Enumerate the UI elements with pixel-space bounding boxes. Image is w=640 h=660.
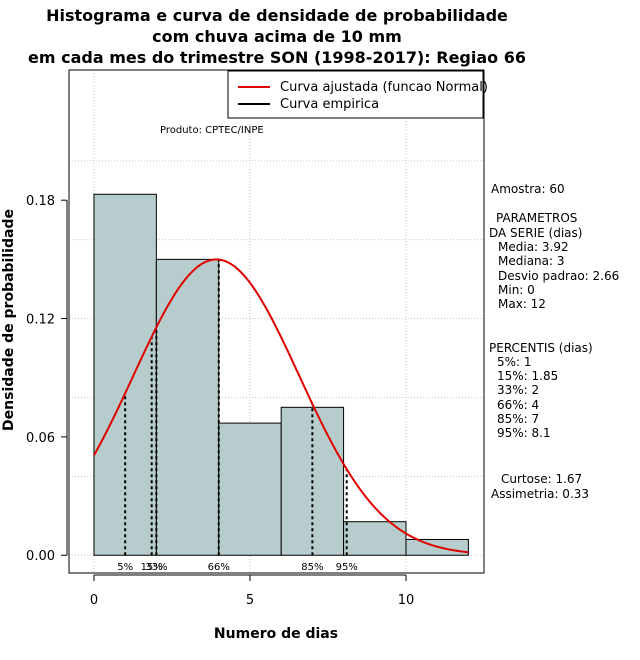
y-axis-title: Densidade de probabilidade — [1, 209, 17, 431]
legend-box — [227, 70, 484, 119]
legend: Curva ajustada (funcao Normal) Curva emp… — [227, 70, 488, 119]
percentile-label-0: 5% — [117, 562, 133, 573]
stat-media: Media: 3.92 — [498, 240, 569, 254]
stat-assimetria: Assimetria: 0.33 — [491, 487, 589, 501]
stat-p33: 33%: 2 — [497, 383, 539, 397]
stat-min: Min: 0 — [498, 283, 535, 297]
normal-fit-curve — [93, 258, 469, 554]
stat-p5: 5%: 1 — [497, 355, 532, 369]
x-tick-label-0: 0 — [90, 593, 98, 608]
stat-percentis-title: PERCENTIS (dias) — [489, 341, 593, 355]
stat-param-title-2: DA SERIE (dias) — [489, 226, 582, 240]
chart-title-line-1: Histograma e curva de densidade de proba… — [46, 6, 508, 25]
histogram-bar-1 — [155, 258, 220, 556]
y-axis: 0.00 0.06 0.12 0.18 — [26, 194, 68, 564]
histogram-bars — [93, 193, 469, 556]
y-tick-label-0: 0.00 — [26, 549, 55, 564]
normal-curve-layer — [93, 258, 469, 554]
percentile-label-3: 66% — [208, 562, 230, 573]
stat-param-title-1: PARAMETROS — [496, 211, 577, 225]
percentile-label-2: 33% — [145, 562, 167, 573]
stat-p95: 95%: 8.1 — [497, 426, 551, 440]
x-axis-title: Numero de dias — [214, 626, 338, 642]
y-tick-label-1: 0.06 — [26, 431, 55, 446]
statistics-panel: Amostra: 60 PARAMETROS DA SERIE (dias) M… — [489, 182, 619, 501]
stat-mediana: Mediana: 3 — [498, 254, 565, 268]
x-tick-label-1: 5 — [246, 593, 254, 608]
legend-label-fit: Curva ajustada (funcao Normal) — [280, 80, 488, 95]
stat-desvio: Desvio padrao: 2.66 — [498, 269, 619, 283]
y-tick-label-3: 0.18 — [26, 194, 55, 209]
stat-p15: 15%: 1.85 — [497, 369, 558, 383]
percentile-label-5: 95% — [336, 562, 358, 573]
stat-curtose: Curtose: 1.67 — [501, 472, 582, 486]
stat-p85: 85%: 7 — [497, 412, 539, 426]
stat-amostra: Amostra: 60 — [491, 182, 565, 196]
plot-frame — [68, 69, 485, 574]
x-tick-label-2: 10 — [398, 593, 415, 608]
percentile-markers: 5% 15%33% 66% 85% 95% — [117, 259, 358, 573]
percentile-label-1: 15% — [141, 562, 163, 573]
chart-title-line-3: em cada mes do trimestre SON (1998-2017)… — [28, 48, 526, 67]
x-axis: 0 5 10 — [90, 574, 415, 608]
product-label: Produto: CPTEC/INPE — [160, 125, 264, 136]
stat-p66: 66%: 4 — [497, 398, 539, 412]
chart-title-line-2: com chuva acima de 10 mm — [152, 27, 402, 46]
y-tick-label-2: 0.12 — [26, 313, 55, 328]
percentile-label-4: 85% — [301, 562, 323, 573]
legend-label-empirical: Curva empirica — [280, 97, 379, 112]
stat-max: Max: 12 — [498, 297, 546, 311]
histogram-bar-2 — [218, 422, 282, 556]
